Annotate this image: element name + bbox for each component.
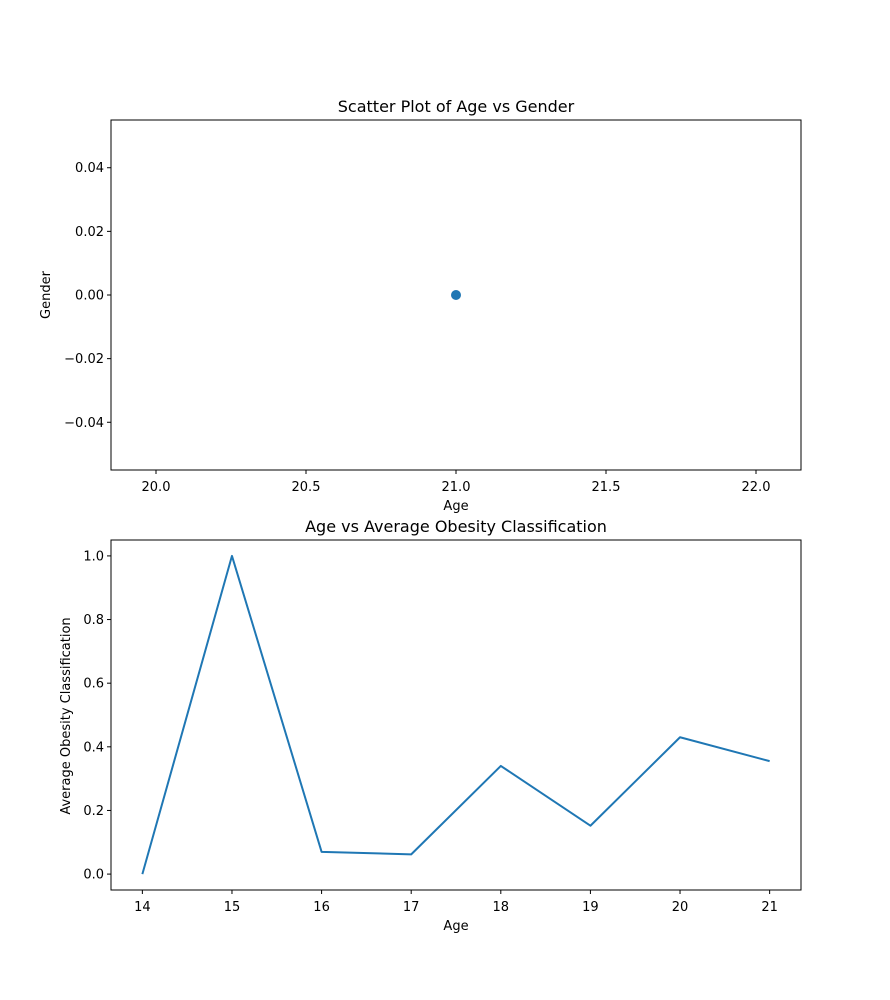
plot-frame [110, 539, 802, 891]
x-tick-label: 20.0 [142, 480, 171, 495]
y-tick-label: 0.2 [83, 804, 104, 819]
line-series [141, 554, 770, 875]
x-tick-label: 16 [313, 900, 330, 915]
y-tick-label: 0.8 [83, 613, 104, 628]
series-line [141, 554, 770, 875]
y-tick-label: 0.6 [83, 677, 104, 692]
y-tick-label: 0.02 [75, 225, 104, 240]
y-tick-group: 0.0 0.2 0.4 0.6 0.8 1.0 [83, 549, 111, 883]
scatter-chart: Scatter Plot of Age vs Gender −0.04 −0.02… [39, 97, 802, 514]
scatter-points [451, 290, 461, 300]
x-tick-label: 17 [403, 900, 420, 915]
x-tick-group: 20.0 20.5 21.0 21.5 22.0 [142, 470, 771, 495]
x-tick-label: 18 [493, 900, 510, 915]
y-tick-label: 1.0 [83, 549, 104, 564]
x-tick-label: 22.0 [742, 480, 771, 495]
x-axis-label: Age [443, 919, 468, 934]
x-tick-label: 19 [582, 900, 599, 915]
x-axis-label: Age [443, 499, 468, 514]
y-tick-label: −0.04 [64, 416, 104, 431]
y-axis-label: Gender [39, 270, 54, 319]
y-tick-label: −0.02 [64, 352, 104, 367]
chart-title: Age vs Average Obesity Classification [305, 517, 607, 536]
chart-title: Scatter Plot of Age vs Gender [338, 97, 575, 116]
x-tick-label: 20.5 [292, 480, 321, 495]
y-tick-label: 0.4 [83, 740, 104, 755]
x-tick-label: 21 [761, 900, 778, 915]
x-tick-label: 21.0 [442, 480, 471, 495]
y-axis-label: Average Obesity Classification [59, 617, 74, 814]
scatter-point [451, 290, 461, 300]
y-tick-label: 0.04 [75, 161, 104, 176]
x-tick-label: 21.5 [592, 480, 621, 495]
plot-frame [110, 119, 802, 471]
x-tick-label: 20 [672, 900, 689, 915]
x-tick-label: 14 [134, 900, 151, 915]
y-tick-group: −0.04 −0.02 0.00 0.02 0.04 [64, 161, 111, 431]
x-tick-group: 14 15 16 17 18 19 20 21 [134, 890, 778, 915]
x-tick-label: 15 [224, 900, 241, 915]
y-tick-label: 0.00 [75, 289, 104, 304]
line-chart: Age vs Average Obesity Classification 0.… [59, 517, 802, 934]
y-tick-label: 0.0 [83, 868, 104, 883]
